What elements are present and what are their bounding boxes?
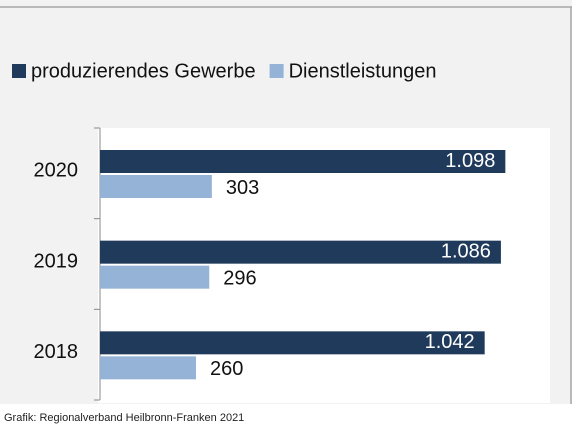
bar: [100, 265, 210, 289]
y-tick-label: 2018: [34, 341, 79, 363]
bar: [100, 240, 501, 264]
y-tick-label: 2020: [34, 160, 79, 182]
data-label: 1.098: [445, 150, 495, 172]
legend-swatch: [269, 64, 284, 78]
bar: [100, 175, 212, 198]
data-label: 296: [223, 267, 256, 289]
bar: [100, 331, 485, 355]
legend-swatch: [12, 64, 26, 78]
data-label: 1.042: [425, 331, 475, 353]
legend-label: Dienstleistungen: [289, 60, 437, 82]
bar: [100, 356, 196, 380]
bar: [100, 150, 506, 173]
source: Grafik: Regionalverband Heilbronn-Franke…: [4, 412, 244, 424]
data-label: 260: [210, 358, 243, 380]
legend-label: produzierendes Gewerbe: [31, 60, 256, 82]
data-label: 1.086: [441, 240, 491, 262]
y-tick-label: 2019: [34, 250, 79, 272]
data-label: 303: [226, 177, 259, 199]
footer-strip: [0, 404, 572, 428]
